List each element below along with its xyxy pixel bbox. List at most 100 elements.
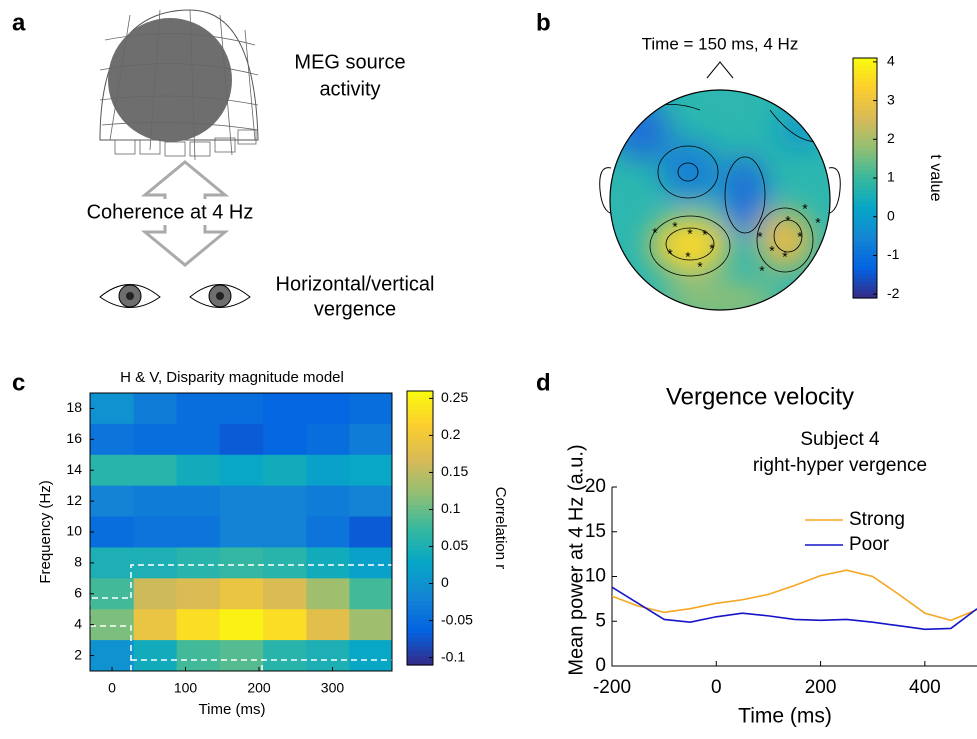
colorbar-segment: [853, 290, 877, 295]
heatmap-cell: [306, 609, 350, 641]
heatmap-cell: [349, 393, 393, 425]
colorbar-segment: [407, 523, 433, 529]
colorbar-segment: [853, 202, 877, 207]
colorbar-segment: [853, 118, 877, 123]
svg-text:*: *: [685, 249, 691, 265]
colorbar-segment: [853, 222, 877, 227]
colorbar-tick-label: 3: [887, 91, 895, 107]
heatmap-cell: [263, 454, 307, 487]
x-tick-label: 100: [174, 680, 198, 696]
colorbar-segment: [407, 619, 433, 625]
colorbar-segment: [853, 250, 877, 255]
colorbar-segment: [853, 62, 877, 67]
heatmap-cell: [176, 516, 221, 548]
colorbar-segment: [853, 146, 877, 151]
svg-text:*: *: [709, 241, 715, 257]
y-tick-label: 20: [585, 476, 606, 497]
colorbar-segment: [853, 142, 877, 147]
colorbar-segment: [407, 559, 433, 566]
meg-label: activity: [319, 78, 380, 100]
y-tick-label: 2: [74, 646, 82, 662]
colorbar-segment: [407, 500, 433, 506]
colorbar-segment: [853, 190, 877, 195]
colorbar-segment: [407, 404, 433, 410]
heatmap-cell: [263, 640, 307, 672]
colorbar-segment: [853, 178, 877, 183]
svg-text:*: *: [785, 213, 791, 229]
heatmap-cell: [133, 393, 178, 425]
colorbar-tick-label: 0: [887, 207, 895, 223]
heatmap-cell: [133, 516, 178, 548]
colorbar-tick-label: -1: [887, 246, 900, 262]
colorbar-tick-label: 1: [887, 169, 895, 185]
colorbar-tick-label: 0.2: [441, 426, 461, 442]
colorbar-segment: [407, 546, 433, 552]
heatmap-cell: [306, 578, 350, 610]
vergence-label: Horizontal/vertical: [276, 273, 435, 295]
heatmap-cell: [306, 640, 350, 672]
colorbar-segment: [407, 610, 433, 616]
colorbar-segment: [407, 505, 433, 511]
colorbar-segment: [407, 601, 433, 607]
heatmap-cell: [133, 547, 178, 579]
colorbar-segment: [407, 637, 433, 643]
colorbar-frame: [406, 390, 434, 666]
heatmap-cell: [176, 640, 221, 672]
colorbar-segment: [407, 591, 433, 598]
topomap: * * * * ** ** **** ****: [599, 61, 841, 311]
colorbar-segment: [407, 450, 433, 456]
heatmap-cell: [263, 578, 307, 610]
x-axis-label: Time (ms): [738, 705, 832, 728]
colorbar-segment: [853, 206, 877, 211]
series-line: [612, 569, 977, 622]
colorbar-segment: [407, 509, 433, 515]
colorbar-segment: [853, 74, 877, 79]
heatmap-cell: [219, 609, 264, 641]
heatmap-cell: [349, 423, 393, 456]
colorbar-segment: [407, 464, 433, 470]
x-tick-label: 200: [247, 680, 271, 696]
y-tick-label: 12: [66, 492, 82, 508]
heatmap-cell: [349, 547, 393, 579]
colorbar-segment: [853, 66, 877, 71]
heatmap-cell: [90, 485, 135, 518]
line-subtitle: Subject 4: [800, 429, 880, 450]
heatmap-cell: [176, 547, 221, 579]
y-tick-label: 5: [595, 610, 606, 631]
colorbar-segment: [407, 628, 433, 634]
colorbar-segment: [407, 537, 433, 543]
heatmap-cell: [306, 547, 350, 579]
heatmap-cell: [133, 485, 178, 518]
colorbar-segment: [853, 214, 877, 219]
colorbar-segment: [853, 138, 877, 143]
x-tick-label: -200: [593, 677, 631, 698]
meg-label: MEG source: [294, 51, 405, 73]
colorbar-segment: [853, 158, 877, 163]
colorbar-segment: [853, 130, 877, 135]
colorbar-tick-label: 4: [887, 53, 895, 69]
line-title: Vergence velocity: [666, 383, 854, 410]
colorbar-segment: [407, 623, 433, 630]
colorbar-segment: [853, 254, 877, 259]
colorbar-segment: [407, 436, 433, 442]
svg-text:*: *: [652, 225, 658, 241]
heatmap-cell: [349, 609, 393, 641]
colorbar-segment: [853, 286, 877, 291]
colorbar-segment: [407, 491, 433, 497]
x-axis-label: Time (ms): [199, 701, 266, 718]
colorbar-segment: [407, 651, 433, 657]
colorbar-tick-label: 0.15: [441, 463, 468, 479]
heatmap-cell: [219, 393, 264, 425]
colorbar-segment: [853, 94, 877, 99]
svg-text:*: *: [697, 259, 703, 275]
heatmap-cell: [349, 454, 393, 487]
colorbar-segment: [853, 106, 877, 111]
y-tick-label: 6: [74, 584, 82, 600]
x-tick-label: 0: [711, 677, 722, 698]
colorbar-segment: [407, 569, 433, 575]
heatmap-cell: [90, 393, 135, 425]
heatmap-cell: [176, 609, 221, 641]
colorbar-segment: [853, 58, 877, 63]
colorbar-segment: [853, 274, 877, 279]
